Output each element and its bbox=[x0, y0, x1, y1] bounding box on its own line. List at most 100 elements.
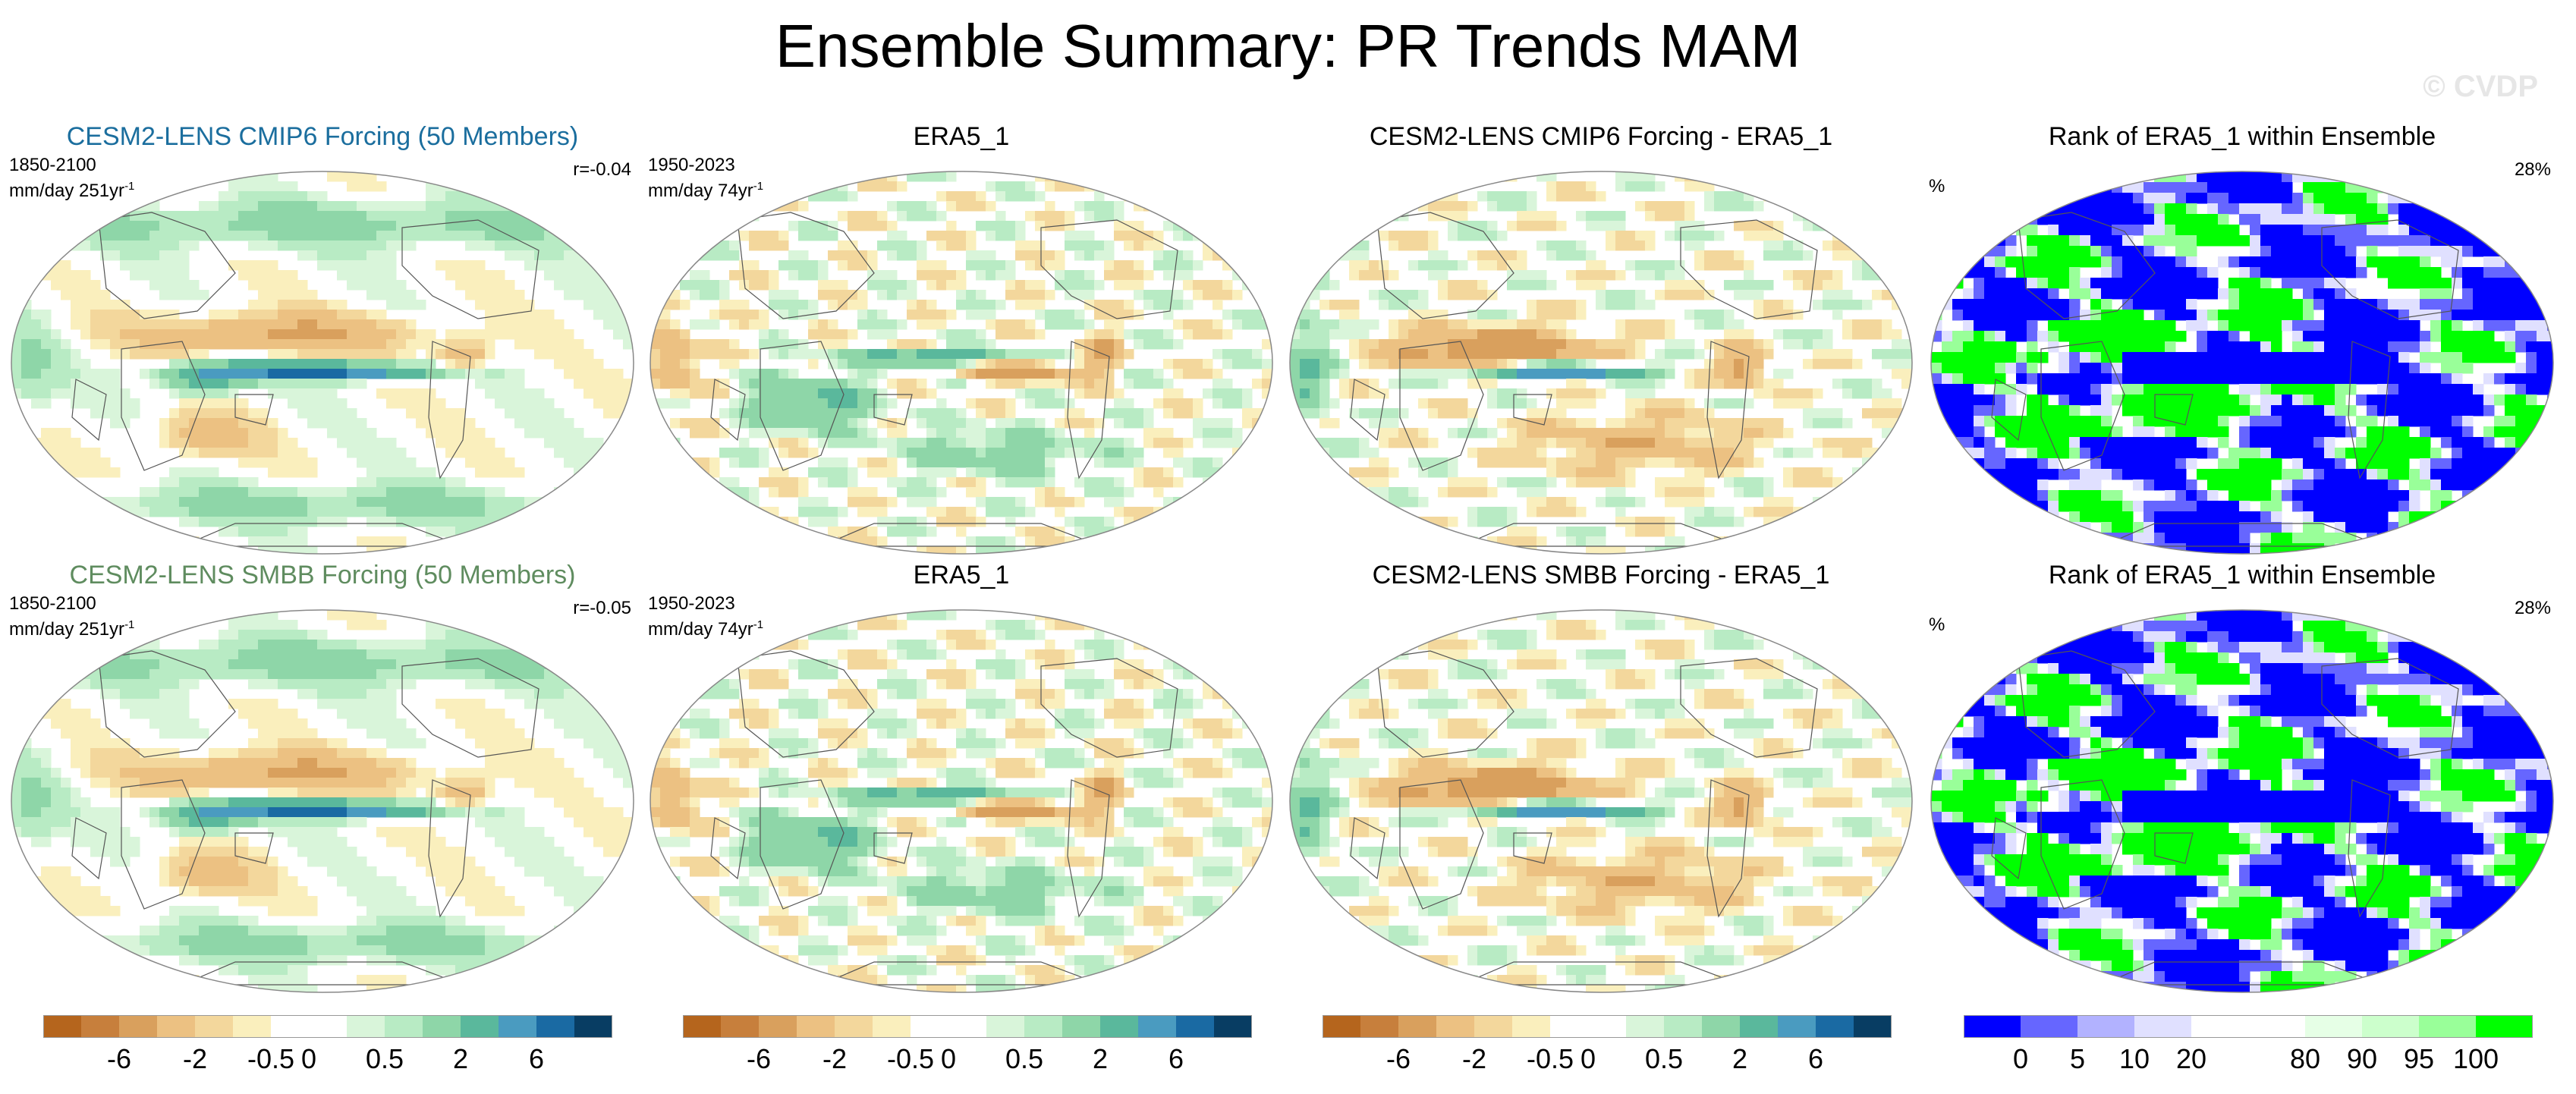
map-cell bbox=[1173, 319, 1184, 330]
map-cell bbox=[416, 231, 426, 241]
map-cell bbox=[583, 250, 594, 261]
map-cell bbox=[1319, 398, 1330, 409]
map-cell bbox=[838, 438, 848, 448]
map-cell bbox=[1684, 497, 1695, 508]
map-cell bbox=[554, 487, 565, 498]
map-cell bbox=[877, 507, 888, 517]
map-cell bbox=[670, 507, 681, 517]
map-cell bbox=[986, 319, 996, 330]
map-cell bbox=[1438, 369, 1448, 379]
map-cell bbox=[848, 250, 858, 261]
map-cell bbox=[337, 310, 348, 320]
map-cell bbox=[966, 477, 977, 488]
map-cell bbox=[169, 270, 180, 281]
map-cell bbox=[475, 201, 486, 212]
map-cell bbox=[1556, 398, 1567, 409]
map-cell bbox=[897, 339, 907, 350]
map-cell bbox=[1487, 448, 1498, 458]
map-cell bbox=[51, 359, 61, 369]
map-cell bbox=[1369, 379, 1379, 389]
map-cell bbox=[1566, 418, 1577, 429]
map-cell bbox=[808, 349, 819, 360]
map-cell bbox=[1398, 517, 1409, 527]
panel-period: 1850-2100 bbox=[9, 155, 96, 175]
map-cell bbox=[2409, 171, 2420, 183]
map-cell bbox=[966, 536, 977, 547]
map-cell bbox=[788, 546, 799, 554]
map-cell bbox=[739, 438, 750, 448]
map-cell bbox=[946, 438, 957, 448]
map-cell bbox=[995, 418, 1006, 429]
map-cell bbox=[219, 388, 229, 399]
map-cell bbox=[130, 319, 140, 330]
map-cell bbox=[956, 507, 967, 517]
map-cell bbox=[1252, 349, 1263, 360]
map-cell bbox=[1213, 240, 1223, 251]
map-cell bbox=[1527, 369, 1537, 379]
map-cell bbox=[1517, 201, 1527, 212]
map-cell bbox=[897, 231, 907, 241]
map-cell bbox=[926, 310, 937, 320]
map-cell bbox=[1477, 280, 1488, 291]
map-cell bbox=[258, 329, 269, 340]
map-cell bbox=[1418, 527, 1429, 537]
map-cell bbox=[1124, 349, 1134, 360]
map-cell bbox=[544, 428, 555, 439]
map-cell bbox=[455, 171, 466, 182]
map-cell bbox=[485, 211, 495, 222]
map-cell bbox=[1359, 507, 1370, 517]
map-cell bbox=[248, 517, 259, 527]
map-cell bbox=[455, 507, 466, 517]
map-cell bbox=[1065, 398, 1075, 409]
map-cell bbox=[1901, 497, 1912, 508]
map-cell bbox=[700, 467, 710, 478]
coastline bbox=[760, 341, 845, 471]
map-cell bbox=[877, 329, 888, 340]
map-cell bbox=[80, 359, 91, 369]
map-cell bbox=[1714, 517, 1725, 527]
map-cell bbox=[465, 290, 476, 300]
map-cell bbox=[1203, 290, 1213, 300]
map-cell bbox=[21, 339, 32, 350]
map-cell bbox=[2090, 203, 2102, 215]
map-cell bbox=[1448, 428, 1458, 439]
map-cell bbox=[1074, 280, 1085, 291]
map-cell bbox=[189, 438, 200, 448]
map-cell bbox=[179, 211, 190, 222]
map-cell bbox=[583, 221, 594, 231]
map-cell bbox=[406, 201, 417, 212]
map-cell bbox=[1635, 418, 1646, 429]
map-cell bbox=[1655, 418, 1665, 429]
map-cell bbox=[110, 398, 121, 409]
map-cell bbox=[857, 369, 868, 379]
map-cell bbox=[2335, 182, 2346, 193]
map-cell bbox=[1556, 339, 1567, 350]
map-cell bbox=[1300, 280, 1310, 291]
map-cell bbox=[366, 240, 377, 251]
map-cell bbox=[828, 398, 838, 409]
map-cell bbox=[1783, 250, 1794, 261]
map-cell bbox=[818, 457, 829, 468]
map-cell bbox=[848, 221, 858, 231]
map-cell bbox=[1684, 467, 1695, 478]
map-cell bbox=[288, 339, 298, 350]
map-cell bbox=[1487, 191, 1498, 202]
map-cell bbox=[1359, 329, 1370, 340]
map-cell bbox=[219, 329, 229, 340]
map-cell bbox=[1556, 457, 1567, 468]
map-cell bbox=[1379, 201, 1389, 212]
map-cell bbox=[1655, 428, 1665, 439]
map-cell bbox=[936, 280, 947, 291]
coastlines bbox=[710, 212, 1178, 547]
map-cell bbox=[1203, 527, 1213, 537]
map-cell bbox=[1862, 457, 1873, 468]
map-cell bbox=[1615, 467, 1626, 478]
map-cell bbox=[1625, 260, 1636, 271]
map-cell bbox=[1714, 359, 1725, 369]
map-cell bbox=[1714, 438, 1725, 448]
map-cell bbox=[248, 319, 259, 330]
map-cell bbox=[228, 398, 239, 409]
map-cell bbox=[1015, 231, 1026, 241]
map-cell bbox=[670, 536, 681, 547]
map-cell bbox=[976, 477, 986, 488]
